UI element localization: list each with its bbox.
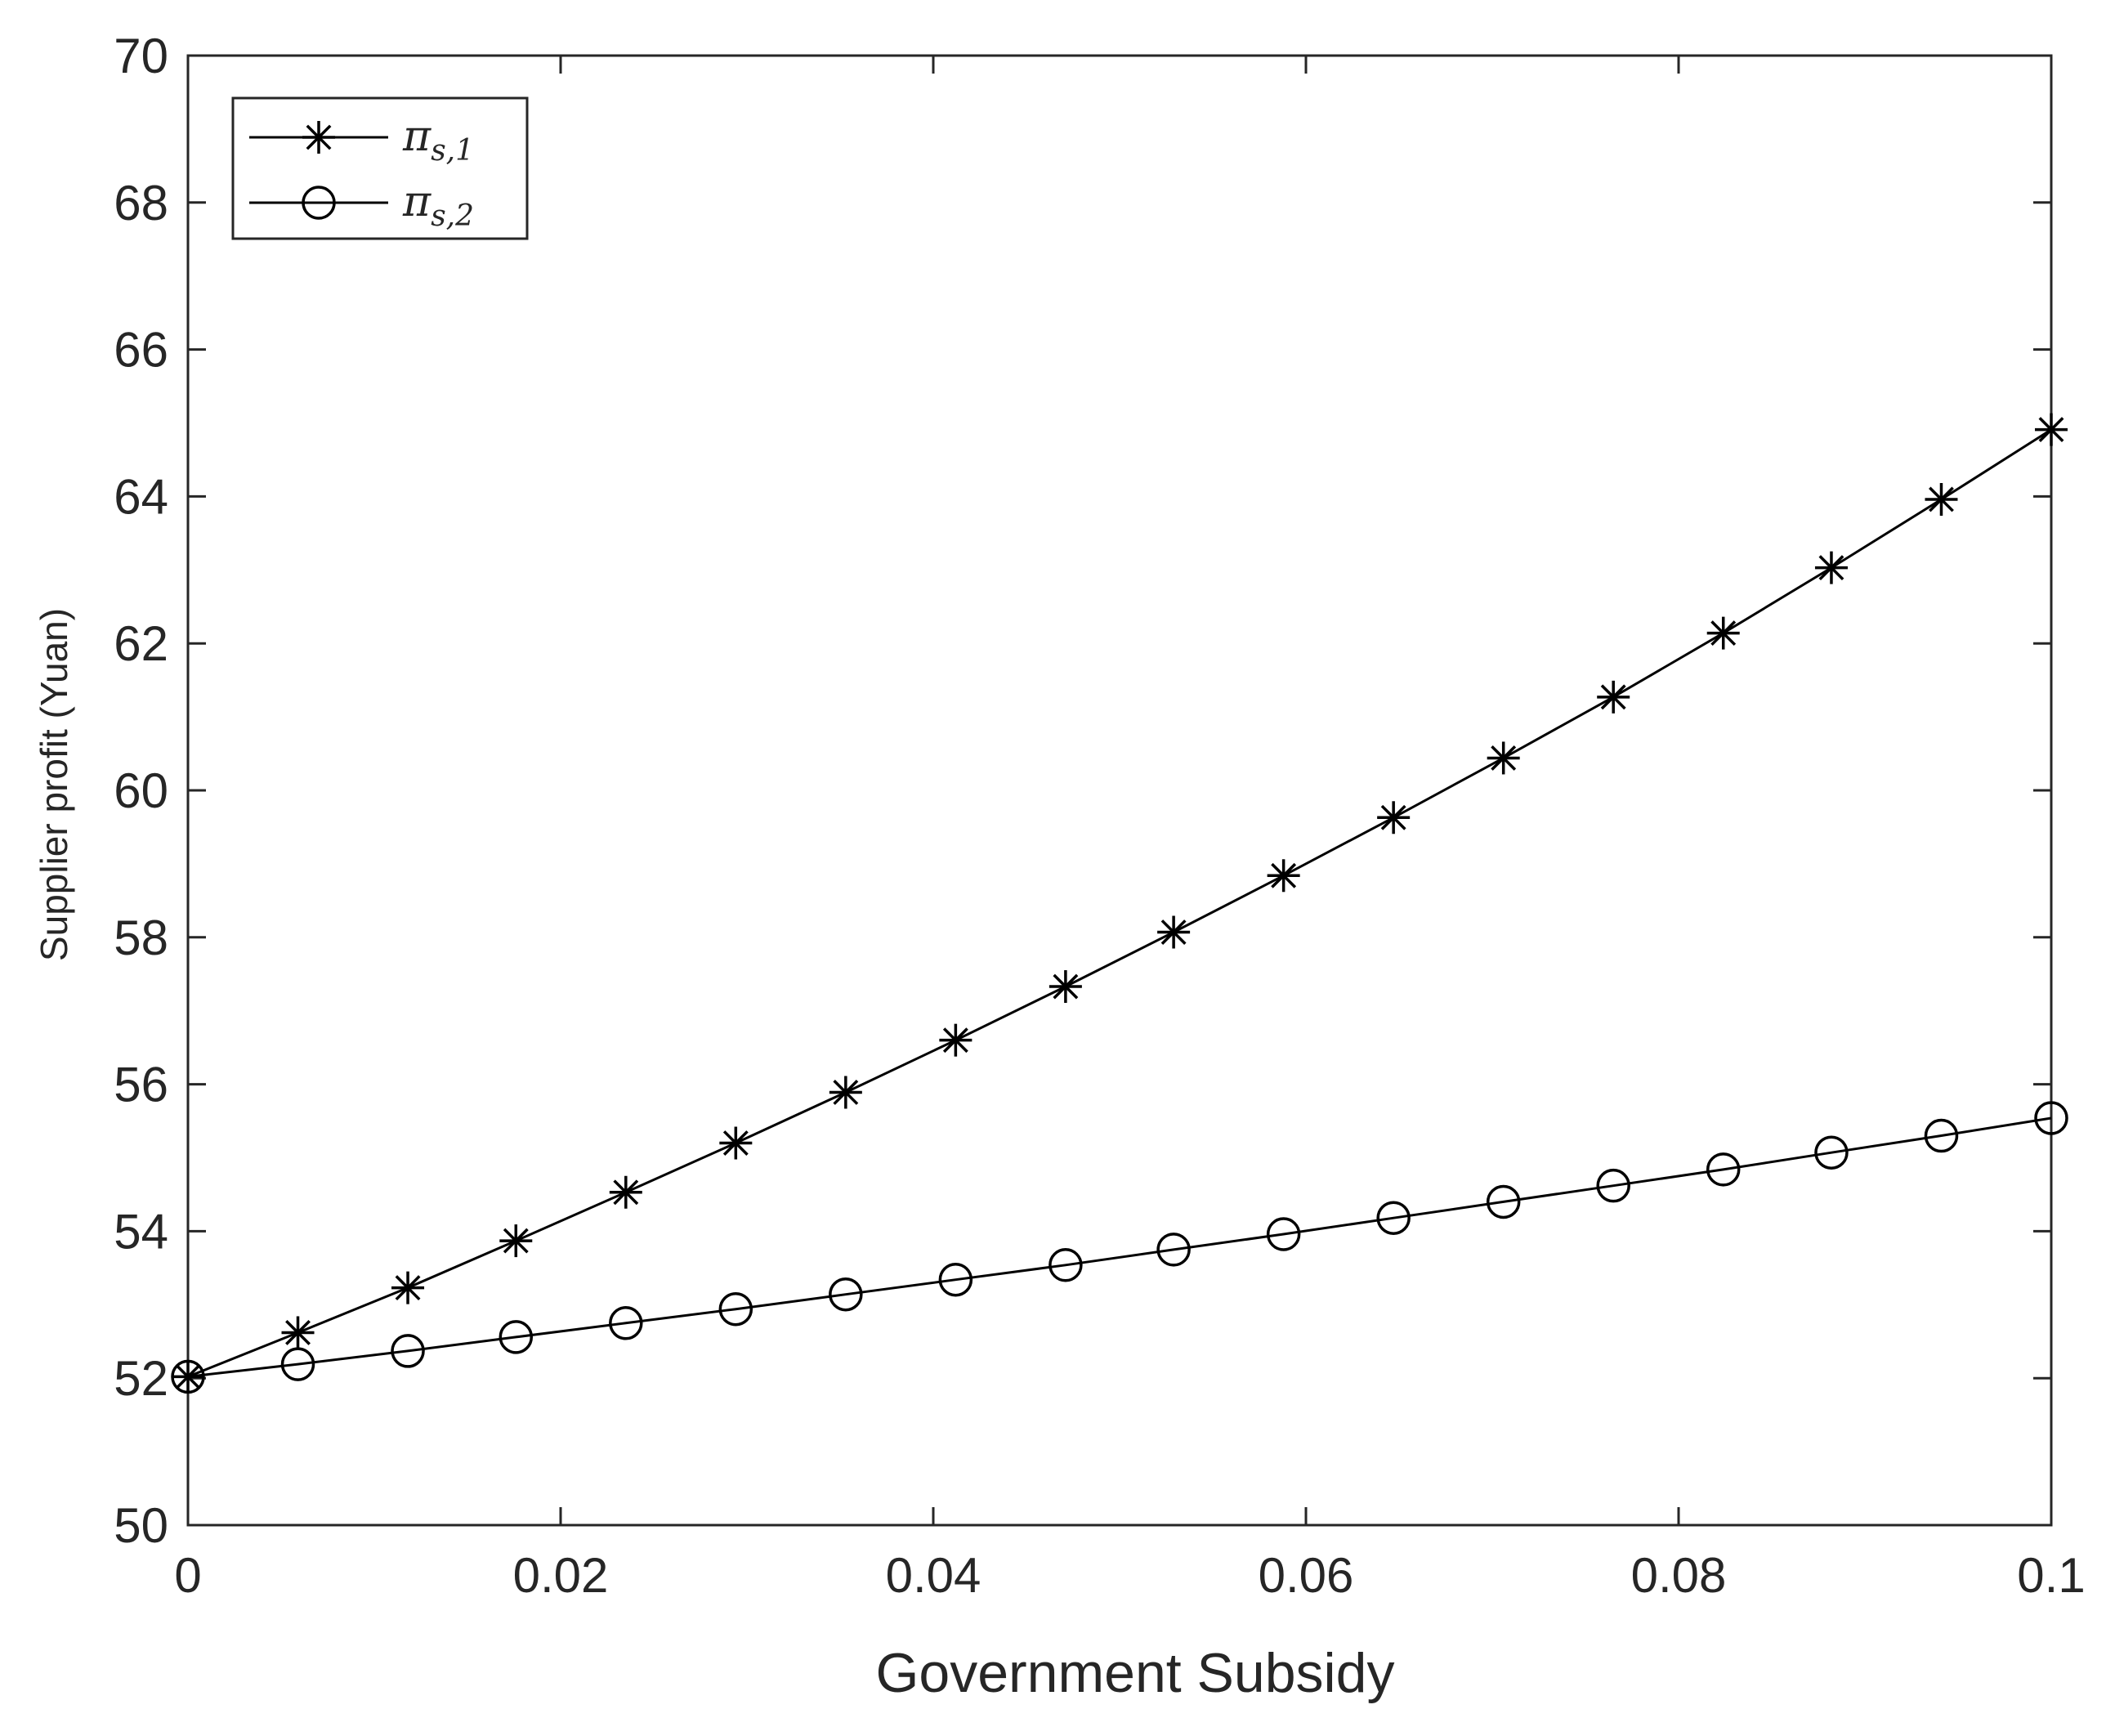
y-tick-label: 62 — [114, 616, 168, 671]
series-2-point — [280, 1347, 315, 1381]
series-2-point — [1486, 1184, 1521, 1219]
y-tick-label: 68 — [114, 176, 168, 230]
x-tick-label: 0.04 — [886, 1548, 981, 1603]
y-tick-label: 58 — [114, 911, 168, 965]
series-2-point — [1924, 1118, 1959, 1153]
y-tick-label: 54 — [114, 1204, 168, 1259]
x-tick-label: 0.1 — [2017, 1548, 2085, 1603]
series-1-point — [1487, 741, 1520, 775]
legend-marker-2 — [302, 186, 336, 220]
series-1-point — [1814, 551, 1848, 584]
series-line-2 — [187, 1116, 2052, 1378]
series-1-point — [1706, 616, 1740, 650]
series-2-point — [1049, 1248, 1083, 1282]
series-1-point — [719, 1126, 753, 1160]
y-tick-label: 66 — [114, 323, 168, 378]
series-1-point — [939, 1023, 973, 1057]
series-2-point — [1156, 1233, 1191, 1267]
series-2-point — [171, 1359, 205, 1394]
series-1-point — [2035, 413, 2068, 446]
series-2-point — [391, 1334, 425, 1368]
x-axis-label: Government Subsidy — [876, 1642, 1395, 1704]
series-2-point — [938, 1262, 973, 1297]
x-tick-label: 0 — [174, 1548, 201, 1603]
series-2-point — [2034, 1101, 2068, 1135]
series-1-point — [499, 1224, 533, 1258]
series-1-point — [1597, 680, 1630, 714]
series-1-point — [281, 1316, 315, 1349]
series-2-point — [609, 1306, 643, 1340]
series-1-point — [829, 1076, 862, 1109]
series-2-point — [1814, 1135, 1849, 1170]
legend-marker-1 — [302, 121, 335, 154]
series-2-point — [1596, 1168, 1630, 1203]
series-1-point — [1925, 482, 1958, 516]
y-tick-label: 70 — [114, 29, 168, 83]
y-tick-label: 60 — [114, 763, 168, 818]
series-1-point — [1049, 970, 1082, 1004]
legend: πs,1 πs,2 — [231, 96, 529, 240]
series-1-point — [172, 1360, 204, 1394]
series-1-point — [1267, 859, 1300, 893]
legend-label-1: πs,1 — [402, 112, 474, 168]
series-1-point — [1157, 915, 1191, 949]
y-tick-label: 56 — [114, 1058, 168, 1112]
series-2-point — [829, 1277, 863, 1312]
series-1-point — [609, 1175, 642, 1209]
series-2-point — [1706, 1152, 1741, 1187]
series-1-point — [1377, 801, 1411, 834]
x-tick-label: 0.08 — [1631, 1548, 1727, 1603]
legend-label-2: πs,2 — [402, 177, 474, 233]
series-2-point — [718, 1291, 753, 1327]
legend-box — [231, 96, 529, 240]
series-line-1 — [187, 428, 2052, 1378]
series-2-point — [1376, 1201, 1411, 1235]
x-tick-label: 0.06 — [1259, 1548, 1354, 1603]
series-2-point — [1266, 1217, 1301, 1251]
y-axis-label: Supplier profit (Yuan) — [33, 608, 75, 961]
y-tick-label: 64 — [114, 469, 168, 524]
series-1-point — [391, 1271, 425, 1304]
y-tick-label: 52 — [114, 1351, 168, 1406]
series-2-point — [499, 1320, 534, 1354]
x-tick-label: 0.02 — [513, 1548, 609, 1603]
y-tick-label: 50 — [114, 1498, 168, 1553]
